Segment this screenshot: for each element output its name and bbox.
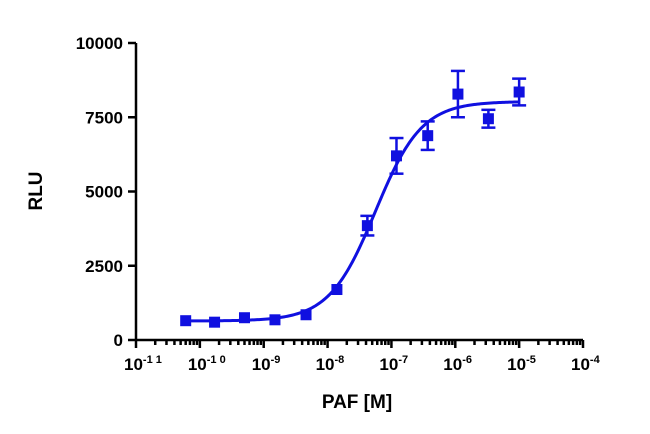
y-tick-label: 0 — [114, 331, 123, 350]
axes: 10-1 1 10-1 0 10-9 10-8 10-7 10-6 10-5 10-4 0 250… — [76, 34, 601, 374]
data-point — [361, 220, 373, 232]
x-tick-label: 10-6 — [443, 354, 472, 374]
points-layer — [180, 69, 527, 328]
data-point — [422, 130, 434, 142]
x-tick-label: 10-5 — [507, 354, 536, 374]
data-point — [300, 309, 312, 321]
data-point — [180, 315, 192, 327]
fit-layer — [185, 100, 520, 323]
x-tick-label: 10-7 — [379, 354, 408, 374]
y-axis-title: RLU — [26, 171, 47, 210]
data-point — [390, 150, 402, 162]
data-point — [452, 88, 464, 100]
x-tick-label: 10-4 — [571, 354, 601, 374]
x-tick-label: 10-1 0 — [188, 354, 226, 374]
y-tick-label: 5000 — [85, 183, 123, 202]
data-point — [209, 316, 221, 328]
x-tick-label: 10-9 — [252, 354, 281, 374]
y-tick-label: 10000 — [76, 34, 123, 53]
y-tick-label: 2500 — [85, 257, 123, 276]
data-point — [482, 113, 494, 125]
y-tick-label: 7500 — [85, 108, 123, 127]
x-tick-label: 10-8 — [316, 354, 345, 374]
data-point — [331, 284, 343, 296]
x-axis-title: PAF [M] — [322, 392, 392, 413]
x-tick-label: 10-1 1 — [124, 354, 162, 374]
data-point — [513, 86, 525, 98]
data-point — [238, 312, 250, 324]
data-point — [269, 314, 281, 326]
fit-curve — [185, 100, 520, 323]
